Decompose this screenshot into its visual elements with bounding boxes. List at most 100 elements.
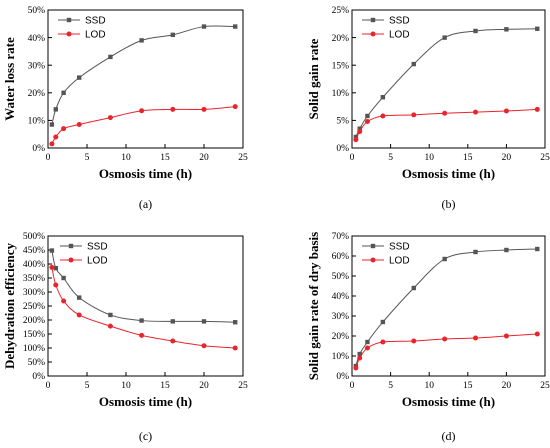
data-point-ssd (357, 351, 362, 357)
data-point-ssd (61, 90, 66, 95)
data-point-lod (107, 115, 113, 121)
x-tick-label: 0 (350, 381, 355, 391)
y-tick-label: 150% (23, 330, 45, 340)
data-point-lod (353, 137, 359, 143)
y-tick-label: 0% (32, 372, 45, 382)
data-point-lod (380, 339, 386, 345)
legend-marker (66, 17, 72, 23)
chart-panel-c: 0 5 10 15 20 250%50%100%150%200%250%300%350%4… (2, 232, 248, 443)
panel-label: (d) (442, 429, 456, 443)
data-point-ssd (77, 295, 82, 300)
data-point-ssd (108, 54, 113, 60)
data-point-lod (139, 332, 145, 338)
y-tick-label: 30% (332, 312, 350, 322)
y-tick-label: 10% (332, 89, 350, 99)
plot-frame (47, 235, 244, 377)
data-point-lod (380, 113, 386, 119)
legend-entry-lod: LOD (58, 30, 106, 41)
data-point-ssd (535, 246, 540, 252)
data-point-lod (473, 109, 479, 115)
x-axis-label: Osmosis time (h) (402, 394, 495, 409)
y-tick-label: 50% (28, 6, 46, 16)
x-tick-label: 10 (121, 153, 131, 163)
data-point-lod (503, 108, 509, 114)
y-axis-label: Dehydration efficiency (2, 243, 17, 370)
data-point-ssd (365, 113, 370, 119)
chart-panel-b: 0 5 10 15 20 25 0% 5% 10% 15% 20% 25% Osmosis time (… (306, 6, 550, 211)
x-tick-label: 10 (121, 381, 131, 391)
data-point-lod (364, 345, 370, 351)
data-point-ssd (201, 319, 207, 324)
y-tick-label: 0% (336, 372, 349, 382)
data-point-ssd (49, 122, 55, 127)
data-point-lod (411, 112, 417, 118)
x-tick-label: 20 (199, 381, 209, 391)
data-point-lod (357, 128, 363, 134)
x-tick-label: 5 (388, 381, 393, 391)
series-line-ssd (355, 28, 538, 138)
legend-marker (68, 243, 74, 249)
x-tick-label: 25 (540, 153, 550, 163)
data-point-ssd (139, 38, 144, 43)
y-tick-label: 250% (23, 302, 45, 312)
x-tick-label: 10 (424, 153, 434, 163)
y-tick-label: 100% (23, 344, 45, 354)
y-tick-label: 20% (332, 34, 350, 44)
plot-frame (351, 235, 546, 377)
legend-label: LOD (85, 30, 106, 41)
legend-entry-lod: LOD (362, 256, 410, 267)
y-tick-label: 60% (332, 252, 350, 262)
data-point-ssd (170, 319, 175, 324)
data-point-lod (76, 312, 82, 318)
data-point-lod (411, 338, 417, 344)
data-point-ssd (473, 249, 478, 255)
y-tick-label: 0% (336, 144, 349, 154)
x-tick-label: 20 (502, 381, 512, 391)
x-axis-label: Osmosis time (h) (99, 394, 192, 409)
y-tick-label: 15% (332, 61, 350, 71)
legend-label: SSD (87, 242, 108, 253)
x-tick-label: 10 (424, 381, 434, 391)
y-axis-label: Solid gain rate (306, 38, 321, 119)
y-tick-label: 50% (332, 272, 350, 282)
x-tick-label: 15 (160, 381, 170, 391)
chart-panel-a: 0 5 10 15 20 25 0% 10% 20% 30% 40% 50% Osmosis time … (2, 6, 248, 211)
legend-label: SSD (389, 242, 410, 253)
data-point-lod (232, 104, 238, 110)
data-point-lod (534, 331, 540, 337)
legend-label: SSD (85, 16, 106, 27)
x-tick-label: 25 (238, 381, 248, 391)
x-tick-label: 20 (199, 153, 209, 163)
series-line-ssd (51, 250, 236, 323)
data-point-ssd (170, 32, 175, 38)
x-tick-label: 25 (238, 153, 248, 163)
data-point-ssd (353, 134, 359, 140)
data-point-ssd (233, 24, 238, 29)
y-axis-label: Solid gain rate of dry basis (306, 232, 321, 380)
legend-entry-ssd: SSD (58, 16, 106, 27)
y-tick-label: 5% (336, 117, 349, 127)
data-point-ssd (53, 266, 58, 271)
y-tick-label: 0% (32, 144, 45, 154)
data-point-lod (61, 126, 67, 132)
data-point-lod (53, 282, 59, 288)
x-tick-label: 5 (85, 381, 90, 391)
legend-marker (68, 257, 74, 263)
data-point-ssd (380, 319, 386, 325)
y-tick-label: 20% (332, 332, 350, 342)
data-point-ssd (535, 26, 540, 31)
data-point-ssd (61, 275, 66, 281)
y-tick-label: 70% (332, 232, 350, 242)
series-line-ssd (355, 248, 538, 367)
legend-label: LOD (389, 256, 410, 267)
data-point-lod (534, 106, 540, 112)
data-point-lod (201, 343, 207, 349)
data-point-ssd (473, 28, 478, 34)
panel-label: (b) (442, 197, 456, 211)
legend-label: LOD (87, 256, 108, 267)
panel-label: (c) (139, 429, 152, 443)
data-point-lod (353, 365, 359, 371)
data-point-lod (232, 345, 238, 351)
y-tick-label: 20% (28, 89, 46, 99)
data-point-lod (442, 336, 448, 342)
